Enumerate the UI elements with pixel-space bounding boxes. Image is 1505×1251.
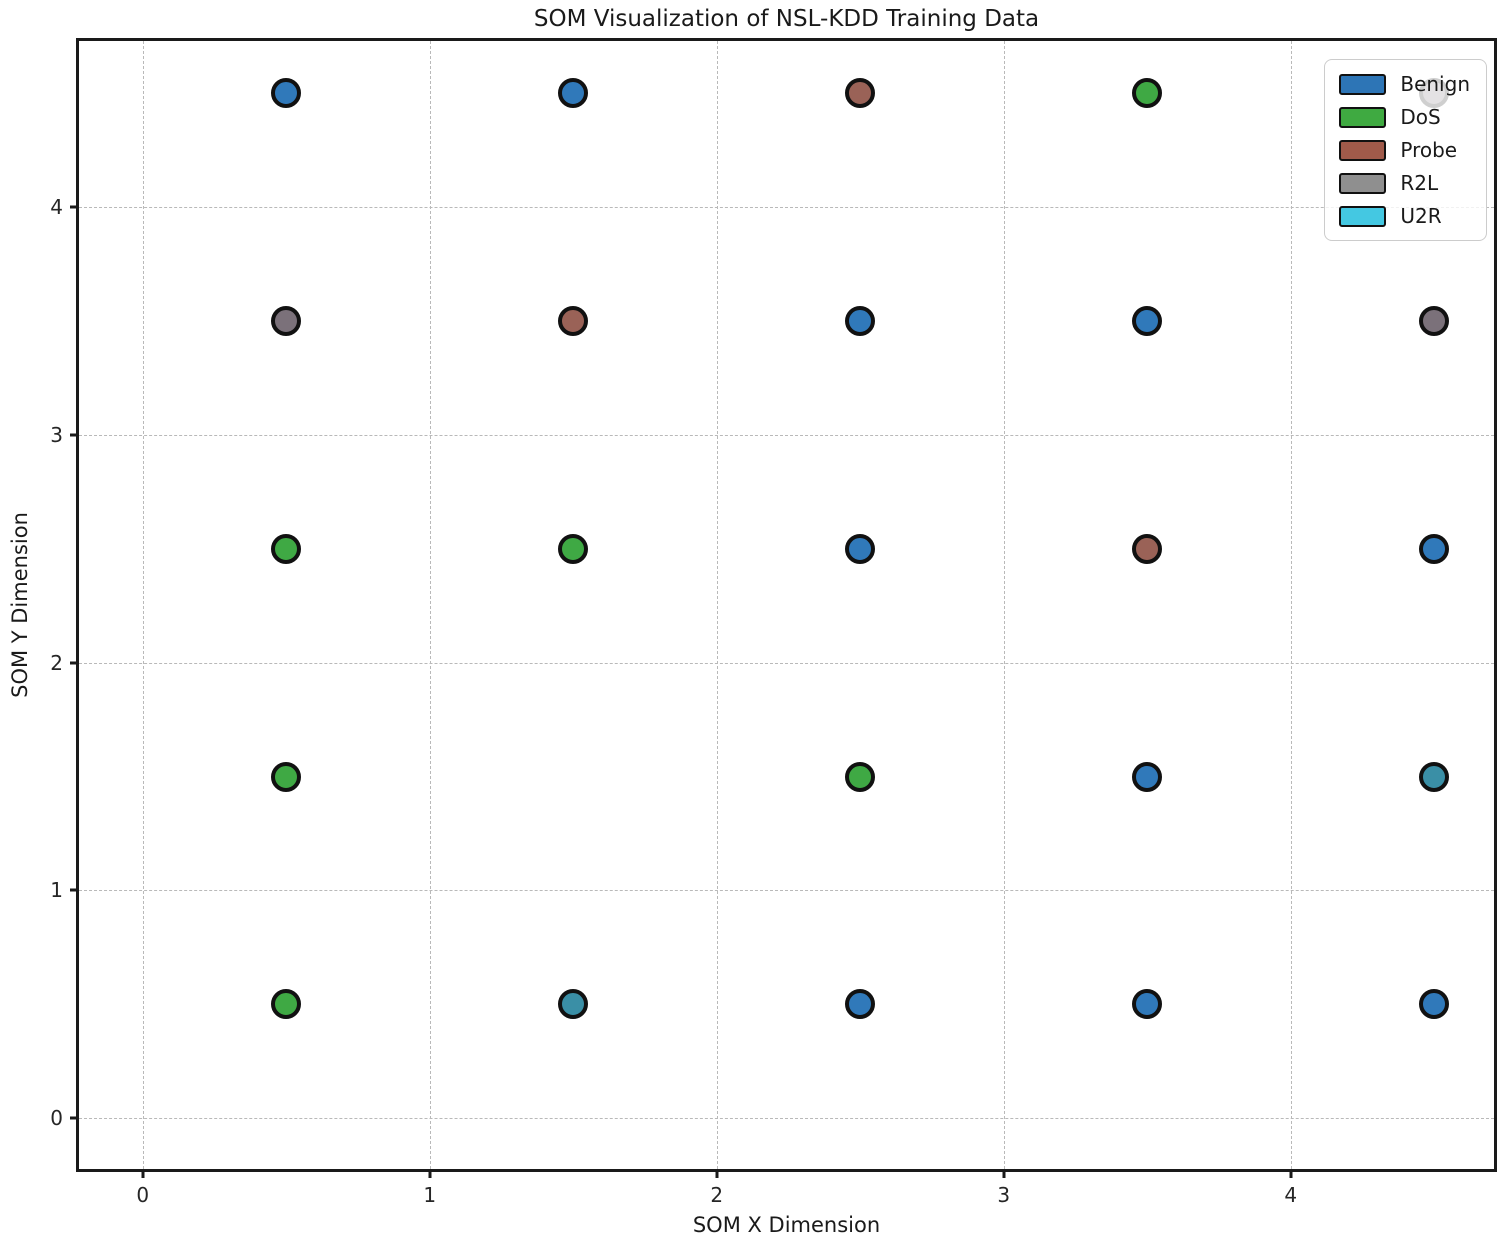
data-point-benign (1419, 989, 1450, 1020)
data-point-dos (845, 761, 876, 792)
data-point-u2r (1419, 761, 1450, 792)
y-tick-mark (70, 433, 79, 437)
data-point-benign (1419, 533, 1450, 564)
data-point-benign (558, 78, 589, 109)
y-gridline (79, 662, 1494, 664)
legend-swatch-r2l (1339, 172, 1387, 194)
legend-swatch-probe (1339, 139, 1387, 161)
y-gridline (79, 1118, 1494, 1120)
legend-label-u2r: U2R (1400, 204, 1442, 228)
y-tick-label: 3 (50, 422, 63, 447)
legend-label-probe: Probe (1400, 138, 1458, 162)
x-tick-mark (141, 1169, 145, 1178)
y-tick-label: 1 (50, 878, 63, 903)
x-tick-mark (715, 1169, 719, 1178)
chart-title: SOM Visualization of NSL-KDD Training Da… (533, 6, 1040, 32)
y-axis-label: SOM Y Dimension (8, 512, 32, 698)
data-point-u2r (558, 989, 589, 1020)
data-point-r2l (271, 305, 302, 336)
plot-area: SOM Visualization of NSL-KDD Training Da… (8, 6, 1497, 1237)
data-point-benign (1132, 989, 1163, 1020)
x-tick-label: 4 (1284, 1183, 1298, 1207)
x-tick-mark (1002, 1169, 1006, 1178)
x-gridline (1003, 41, 1005, 1169)
data-point-dos (1132, 78, 1163, 109)
legend-label-benign: Benign (1400, 72, 1470, 96)
data-point-dos (271, 533, 302, 564)
legend-item-dos: DoS (1339, 105, 1470, 129)
legend-swatch-dos (1339, 106, 1387, 128)
data-point-probe (1132, 533, 1163, 564)
legend-item-benign: Benign (1339, 72, 1470, 96)
x-gridline (429, 41, 431, 1169)
legend-swatch-benign (1339, 73, 1387, 95)
legend-label-dos: DoS (1400, 105, 1441, 129)
y-tick-mark (70, 1116, 79, 1120)
legend-item-probe: Probe (1339, 138, 1470, 162)
legend-label-r2l: R2L (1400, 171, 1439, 195)
legend-item-u2r: U2R (1339, 204, 1470, 228)
y-tick-mark (70, 661, 79, 665)
x-gridline (1290, 41, 1292, 1169)
y-gridline (79, 207, 1494, 209)
y-tick-mark (70, 205, 79, 209)
y-tick-label: 0 (50, 1106, 63, 1131)
y-gridline (79, 434, 1494, 436)
data-point-benign (845, 305, 876, 336)
y-tick-mark (70, 888, 79, 892)
x-tick-mark (1289, 1169, 1293, 1178)
data-point-benign (1132, 761, 1163, 792)
data-point-probe (558, 305, 589, 336)
x-tick-label: 1 (423, 1183, 437, 1207)
data-point-benign (271, 78, 302, 109)
x-tick-label: 3 (997, 1183, 1011, 1207)
x-axis-label: SOM X Dimension (692, 1213, 881, 1237)
data-point-dos (558, 533, 589, 564)
data-point-probe (845, 78, 876, 109)
data-point-dos (271, 989, 302, 1020)
y-tick-label: 2 (50, 650, 63, 675)
data-point-benign (845, 989, 876, 1020)
legend: Benign DoS Probe R2L U2R (1324, 59, 1487, 241)
x-tick-label: 2 (710, 1183, 724, 1207)
y-tick-label: 4 (50, 195, 63, 220)
data-point-benign (1132, 305, 1163, 336)
x-tick-mark (428, 1169, 432, 1178)
data-point-r2l (1419, 305, 1450, 336)
legend-swatch-u2r (1339, 205, 1387, 227)
x-tick-label: 0 (136, 1183, 150, 1207)
x-gridline (716, 41, 718, 1169)
x-gridline (142, 41, 144, 1169)
y-gridline (79, 890, 1494, 892)
data-point-dos (271, 761, 302, 792)
data-point-benign (845, 533, 876, 564)
legend-item-r2l: R2L (1339, 171, 1470, 195)
